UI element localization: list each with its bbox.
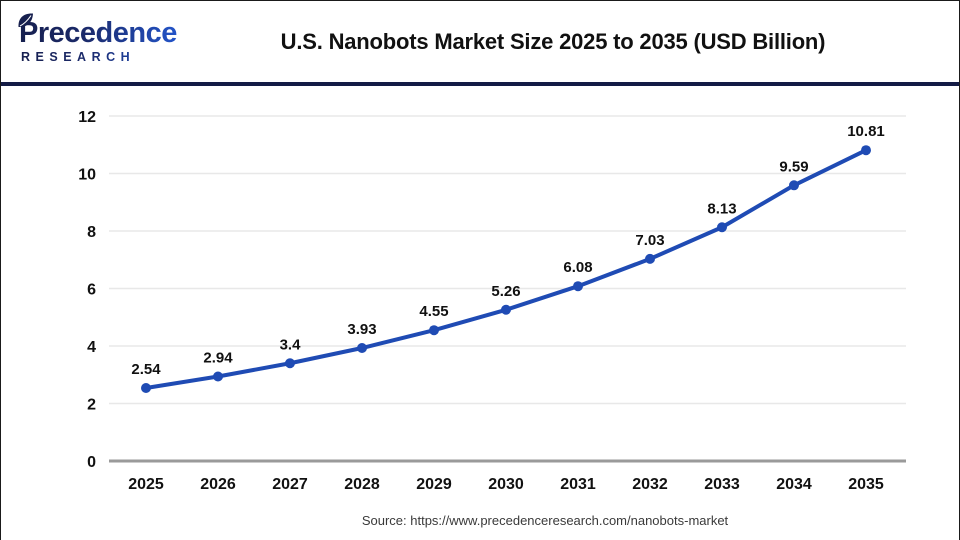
y-tick-label: 10 <box>78 167 96 184</box>
data-point <box>213 371 223 382</box>
x-tick-label: 2033 <box>704 476 740 493</box>
y-tick-label: 2 <box>87 397 96 414</box>
y-tick-label: 4 <box>87 339 96 356</box>
data-point <box>501 304 511 315</box>
x-tick-label: 2035 <box>848 476 884 493</box>
data-point-label: 4.55 <box>419 303 448 320</box>
logo-subtitle: RESEARCH <box>19 51 211 64</box>
chart-area: 0 2 4 6 8 10 12 2.54 2.94 3.4 3.93 4.55 5.26 6.08 7.03… <box>1 86 959 511</box>
x-tick-label: 2028 <box>344 476 380 493</box>
x-tick-label: 2030 <box>488 476 524 493</box>
data-point-label: 3.93 <box>347 321 376 338</box>
data-point <box>789 180 799 191</box>
data-point-label: 2.94 <box>203 349 233 366</box>
series-line <box>144 148 868 390</box>
page-title: U.S. Nanobots Market Size 2025 to 2035 (… <box>280 28 826 54</box>
data-point <box>285 358 295 369</box>
header-divider <box>1 82 959 86</box>
data-point <box>141 382 151 393</box>
x-tick-label: 2026 <box>200 476 236 493</box>
data-point-label: 3.4 <box>280 336 302 353</box>
title-container: U.S. Nanobots Market Size 2025 to 2035 (… <box>211 29 959 55</box>
leaf-icon <box>17 12 35 34</box>
data-point-label: 10.81 <box>847 123 885 140</box>
data-point <box>573 281 583 292</box>
header: Precedence RESEARCH U.S. Nanobots Market… <box>1 1 959 82</box>
y-tick-label: 8 <box>87 224 96 241</box>
precedence-research-logo: Precedence RESEARCH <box>1 13 211 64</box>
source-text: Source: https://www.precedenceresearch.c… <box>361 513 729 528</box>
data-point <box>429 325 439 336</box>
x-tick-label: 2034 <box>776 476 812 493</box>
data-point <box>861 145 871 156</box>
y-tick-label: 0 <box>87 454 96 471</box>
y-tick-label: 6 <box>87 282 96 299</box>
data-point <box>717 222 727 233</box>
data-point-label: 8.13 <box>707 200 736 217</box>
line-chart: 0 2 4 6 8 10 12 2.54 2.94 3.4 3.93 4.55 5.26 6.08 7.03… <box>78 109 906 493</box>
x-tick-label: 2031 <box>560 476 596 493</box>
x-tick-label: 2032 <box>632 476 668 493</box>
x-tick-label: 2027 <box>272 476 308 493</box>
y-tick-label: 12 <box>78 109 96 126</box>
data-point-label: 2.54 <box>131 361 161 378</box>
data-point-label: 7.03 <box>635 232 664 249</box>
logo-wordmark: Precedence <box>19 19 211 48</box>
data-point-label: 5.26 <box>491 283 520 300</box>
data-point-label: 6.08 <box>563 259 592 276</box>
data-point <box>357 343 367 354</box>
x-tick-label: 2029 <box>416 476 452 493</box>
data-point-label: 9.59 <box>779 158 808 175</box>
x-tick-label: 2025 <box>128 476 164 493</box>
data-point <box>645 253 655 264</box>
